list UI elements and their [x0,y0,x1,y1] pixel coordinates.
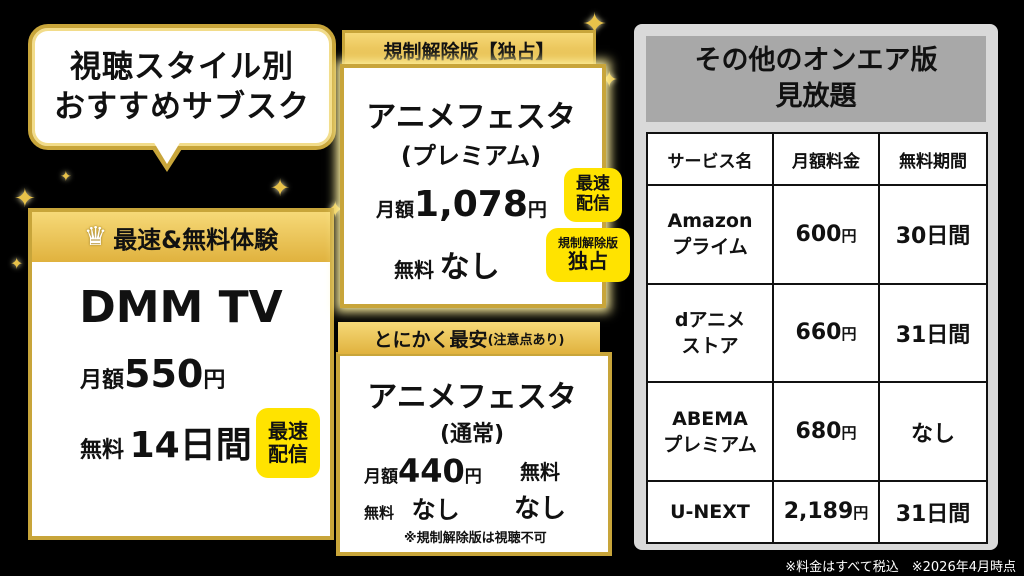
trial-cell: なし [878,381,988,482]
price-value: 1,078 [414,184,528,225]
price-row: 月額440円 [364,452,482,490]
page-title: 視聴スタイル別 おすすめサブスク [28,24,336,150]
service-name-line: プレミアム [663,433,757,456]
service-name-line: Amazon [667,210,753,233]
card-note: ※規制解除版は視聴不可 [404,531,547,546]
card-tab: 規制解除版【独占】 [342,30,596,67]
service-name-line: dアニメ [674,308,746,331]
column-header: 月額料金 [772,132,880,186]
card-header: ♛ 最速&無料体験 [32,212,330,262]
badge-line: 配信 [576,194,610,214]
trial-row: 無料 14日間 [80,416,252,468]
column-header: 無料期間 [878,132,988,186]
card-header-label: 最速&無料体験 [113,225,279,254]
price-unit: 円 [464,467,482,487]
fastest-badge: 最速 配信 [256,408,320,478]
price-unit: 円 [841,424,857,443]
page-title-line1: 視聴スタイル別 [70,49,294,85]
price-value: 660 [795,320,842,346]
table-row: ABEMA プレミアム 680円 なし [646,381,988,482]
price-unit: 円 [841,226,857,245]
price-label: 月額 [376,199,415,221]
price-value: 2,189 [783,499,854,525]
service-name-line: U-NEXT [670,500,750,523]
price-cell: 2,189円 [772,479,880,545]
service-name-line: ストア [681,334,739,357]
card-tab: とにかく最安 (注意点あり) [338,322,600,354]
table-row: Amazon プライム 600円 30日間 [646,184,988,285]
service-name-line2: (通常) [439,422,505,447]
speech-bubble-tail-inner [150,136,184,164]
sparkle-icon: ✦ [60,169,72,185]
trial-cell: 31日間 [878,479,988,545]
trial-value: なし [439,250,500,285]
sparkle-icon: ✦ [14,184,36,214]
panel-title-line1: その他のオンエア版 [694,45,938,76]
price-value: 440 [398,452,465,490]
service-name: DMM TV [79,282,283,333]
table-row: dアニメ ストア 660円 31日間 [646,282,988,384]
trial-label: 無料 [394,258,434,282]
footnote: ※料金はすべて税込 ※2026年4月時点 [785,560,1016,575]
services-table: サービス名 月額料金 無料期間 Amazon プライム 600円 30日間 dア… [646,132,988,545]
trial-row: 無料 なし [364,490,460,525]
trial-cell: 30日間 [878,184,988,285]
price-cell: 600円 [772,184,880,285]
price-value: 600 [795,221,842,247]
badge-line: 独占 [568,249,608,274]
table-row: U-NEXT 2,189円 31日間 [646,479,988,545]
price-cell: 680円 [772,381,880,482]
sparkle-icon: ✦ [270,174,291,202]
trial-label: 無料 [80,438,125,463]
service-name-line: ABEMA [672,407,748,430]
service-name-line: プライム [672,236,748,259]
trial-value: なし [411,496,460,524]
badge-line: 規制解除版 [557,235,618,250]
side-trial-label: 無料 [520,460,560,484]
price-unit: 円 [853,504,869,523]
price-unit: 円 [527,199,547,221]
trial-row: 無料 なし [394,242,500,286]
trial-value: 14日間 [129,425,252,466]
fastest-badge: 最速 配信 [564,168,622,222]
card-anime-festa-standard [336,352,612,556]
exclusive-badge: 規制解除版 独占 [546,228,630,282]
service-name-line2: (プレミアム) [400,142,542,170]
price-unit: 円 [841,325,857,344]
service-cell: U-NEXT [646,479,774,545]
table-header-row: サービス名 月額料金 無料期間 [646,132,988,186]
service-cell: Amazon プライム [646,184,774,285]
trial-cell: 31日間 [878,282,988,384]
trial-label: 無料 [364,504,395,522]
badge-line: 最速 [576,174,610,195]
column-header: サービス名 [646,132,774,186]
badge-line: 配信 [268,442,308,466]
sparkle-icon: ✦ [10,254,24,273]
panel-title: その他のオンエア版 見放題 [646,36,986,122]
price-value: 550 [124,352,204,396]
price-row: 月額550円 [80,352,225,396]
service-name-line1: アニメフェスタ [367,380,577,415]
crown-icon: ♛ [83,222,108,252]
badge-line: 最速 [268,419,308,443]
card-tab-main: とにかく最安 [373,328,488,351]
side-trial-value: なし [514,494,567,524]
card-tab-note: (注意点あり) [487,332,565,348]
price-row: 月額1,078円 [376,184,547,225]
service-cell: dアニメ ストア [646,282,774,384]
price-unit: 円 [203,368,226,393]
page-title-line2: おすすめサブスク [54,89,310,125]
panel-title-line2: 見放題 [775,81,857,112]
price-value: 680 [795,419,842,445]
price-label: 月額 [364,467,398,487]
card-dmm-tv: ♛ 最速&無料体験 [28,208,334,540]
price-label: 月額 [80,368,125,393]
service-cell: ABEMA プレミアム [646,381,774,482]
price-cell: 660円 [772,282,880,384]
service-name-line1: アニメフェスタ [366,100,576,135]
